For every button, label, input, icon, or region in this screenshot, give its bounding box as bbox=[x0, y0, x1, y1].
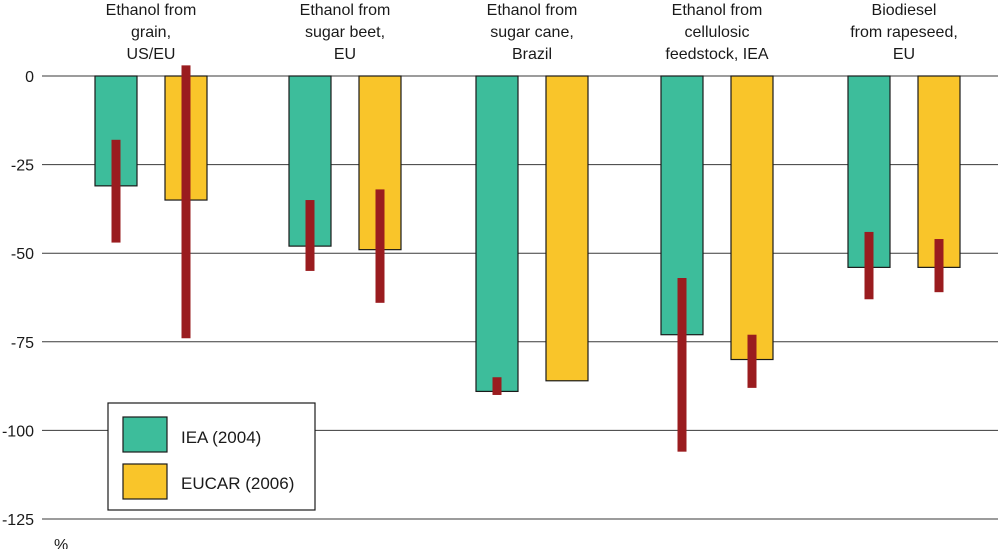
y-tick-label: -25 bbox=[11, 158, 34, 175]
category-label-line: sugar beet, bbox=[305, 24, 385, 41]
category-label-line: cellulosic bbox=[685, 24, 750, 41]
y-tick-label: -125 bbox=[2, 512, 34, 529]
category-label-line: Ethanol from bbox=[300, 2, 391, 19]
category-label-0: Ethanol from grain, US/EU bbox=[106, 2, 197, 63]
error-bars bbox=[111, 65, 944, 452]
category-label-line: US/EU bbox=[127, 46, 176, 63]
category-label-2: Ethanol from sugar cane, Brazil bbox=[487, 2, 578, 63]
category-label-line: Biodiesel bbox=[872, 2, 937, 19]
error-bar-iea-2 bbox=[492, 377, 502, 395]
category-label-4: Biodiesel from rapeseed, EU bbox=[850, 2, 958, 63]
y-axis-tick-labels: 0 -25 -50 -75 -100 -125 bbox=[2, 69, 34, 529]
bar-eucar-3 bbox=[730, 75, 774, 361]
error-bar-eucar-3 bbox=[747, 334, 757, 388]
category-label-line: from rapeseed, bbox=[850, 24, 958, 41]
y-tick-label: 0 bbox=[25, 69, 34, 86]
legend: IEA (2004) EUCAR (2006) bbox=[107, 402, 316, 511]
error-bar-eucar-1 bbox=[375, 189, 385, 303]
category-label-line: Brazil bbox=[512, 46, 552, 63]
category-label-line: Ethanol from bbox=[672, 2, 763, 19]
category-label-line: Ethanol from bbox=[106, 2, 197, 19]
y-axis-unit-label: % bbox=[54, 537, 68, 549]
legend-swatch-iea bbox=[122, 416, 168, 453]
category-label-line: Ethanol from bbox=[487, 2, 578, 19]
bar-iea-2 bbox=[475, 75, 519, 393]
category-labels: Ethanol from grain, US/EU Ethanol from sugar… bbox=[106, 2, 958, 63]
legend-label-iea: IEA (2004) bbox=[181, 428, 261, 447]
bar-eucar-2 bbox=[545, 75, 589, 382]
bars bbox=[94, 75, 961, 393]
category-label-line: sugar cane, bbox=[490, 24, 574, 41]
category-label-1: Ethanol from sugar beet, EU bbox=[300, 2, 391, 63]
error-bar-iea-3 bbox=[677, 278, 687, 452]
error-bar-iea-1 bbox=[305, 200, 315, 271]
y-tick-label: -100 bbox=[2, 423, 34, 440]
y-tick-label: -75 bbox=[11, 335, 34, 352]
category-label-line: feedstock, IEA bbox=[665, 46, 768, 63]
error-bar-iea-4 bbox=[864, 231, 874, 300]
error-bar-eucar-0 bbox=[181, 65, 191, 339]
bar-eucar-4 bbox=[917, 75, 961, 268]
category-label-line: EU bbox=[334, 46, 356, 63]
legend-label-eucar: EUCAR (2006) bbox=[181, 474, 294, 493]
category-label-3: Ethanol from cellulosic feedstock, IEA bbox=[665, 2, 768, 63]
error-bar-eucar-4 bbox=[934, 239, 944, 293]
category-label-line: EU bbox=[893, 46, 915, 63]
category-label-line: grain, bbox=[131, 24, 171, 41]
legend-swatch-eucar bbox=[122, 463, 168, 500]
y-tick-label: -50 bbox=[11, 246, 34, 263]
error-bar-iea-0 bbox=[111, 139, 121, 243]
